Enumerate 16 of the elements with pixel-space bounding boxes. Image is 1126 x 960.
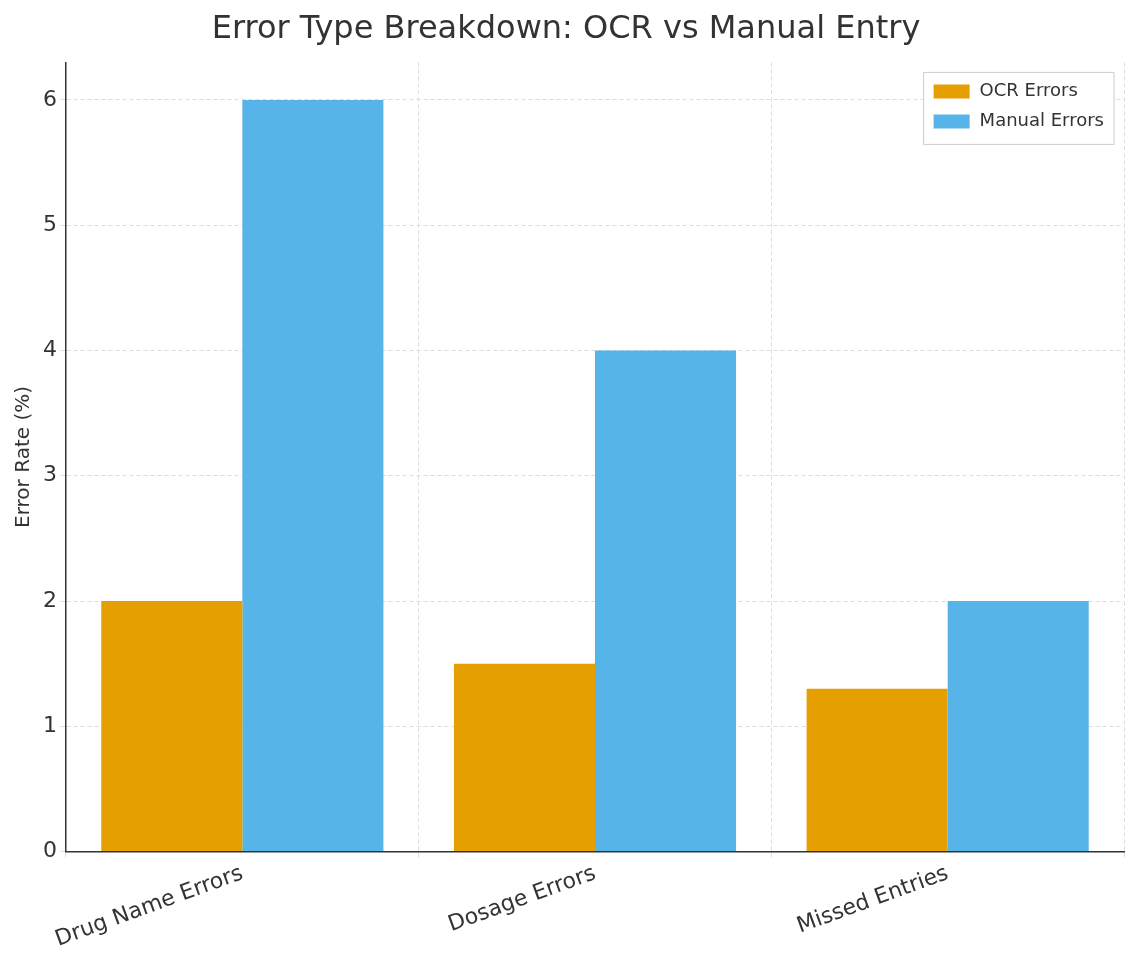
bar xyxy=(806,688,948,852)
bar xyxy=(947,601,1089,852)
bar xyxy=(453,663,595,852)
y-tick-label: 2 xyxy=(43,586,57,612)
y-tick-label: 3 xyxy=(43,461,57,487)
legend-label: OCR Errors xyxy=(979,79,1078,101)
bar xyxy=(101,601,243,852)
bar xyxy=(595,350,737,852)
y-tick-label: 4 xyxy=(43,336,57,362)
bar xyxy=(242,99,384,852)
y-tick-label: 1 xyxy=(43,711,57,737)
y-axis-title: Error Rate (%) xyxy=(10,385,35,528)
y-tick-label: 5 xyxy=(43,210,57,236)
y-tick-label: 6 xyxy=(43,85,57,111)
legend-label: Manual Errors xyxy=(979,109,1105,131)
chart-title: Error Type Breakdown: OCR vs Manual Entry xyxy=(211,7,921,46)
